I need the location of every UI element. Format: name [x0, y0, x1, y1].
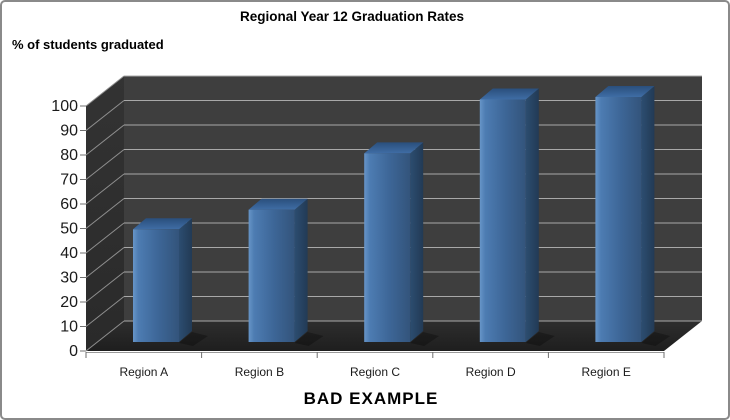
y-tick-label: 90 — [60, 123, 78, 140]
category-label: Region E — [582, 365, 631, 379]
bar-front-face — [133, 229, 179, 342]
bar-top-face — [364, 142, 424, 154]
bar-side-face — [641, 86, 655, 342]
bar-front-face — [595, 97, 642, 342]
side-wall-gridline — [85, 271, 125, 303]
side-wall-gridline — [85, 149, 125, 180]
y-tick-label: 100 — [51, 98, 78, 115]
y-tick-label: 40 — [60, 245, 78, 262]
y-tick-label: 60 — [60, 196, 78, 213]
y-tick-label: 80 — [60, 147, 78, 164]
category-label: Region C — [350, 365, 400, 379]
category-label: Region B — [235, 365, 284, 379]
bar-top-face — [133, 218, 192, 230]
y-tick-label: 30 — [60, 270, 78, 287]
side-wall-gridline — [85, 173, 125, 205]
bar-region-d — [479, 88, 555, 346]
side-wall-gridline — [85, 75, 125, 107]
bar-shadow — [525, 332, 555, 346]
bar-shadow — [641, 332, 671, 346]
bar-region-e — [595, 86, 671, 346]
side-wall-gridline — [85, 247, 125, 278]
bar-region-a — [133, 218, 208, 346]
bar-region-b — [248, 198, 324, 346]
bar-side-face — [410, 142, 424, 342]
bar-region-c — [364, 142, 440, 346]
bar-front-face — [248, 209, 295, 342]
y-tick-label: 10 — [60, 319, 78, 336]
side-wall-gridline — [85, 222, 125, 254]
chart-caption: BAD EXAMPLE — [303, 389, 439, 408]
bar-side-face — [294, 198, 308, 342]
y-tick-label: 0 — [69, 343, 78, 360]
side-wall-gridline — [85, 296, 125, 327]
category-label: Region D — [466, 365, 516, 379]
y-tick-label: 50 — [60, 221, 78, 238]
bar-top-face — [595, 86, 655, 97]
side-wall-gridline — [85, 124, 125, 156]
side-wall-gridline — [85, 198, 125, 229]
bar-shadow — [410, 332, 440, 346]
category-label: Region A — [119, 365, 168, 379]
y-tick-label: 20 — [60, 294, 78, 311]
y-tick-label: 70 — [60, 172, 78, 189]
bar-front-face — [479, 99, 526, 342]
bar-front-face — [364, 153, 411, 342]
bar-shadow — [294, 332, 324, 346]
y-axis-title: % of students graduated — [12, 37, 164, 52]
bar-side-face — [525, 88, 539, 342]
bar-shadow — [179, 332, 208, 346]
side-wall-gridline — [85, 320, 125, 352]
side-wall-gridline — [85, 100, 125, 131]
bar-side-face — [179, 218, 192, 342]
bar-top-face — [479, 88, 539, 100]
chart-title: Regional Year 12 Graduation Rates — [239, 9, 465, 24]
bar-top-face — [248, 198, 308, 210]
